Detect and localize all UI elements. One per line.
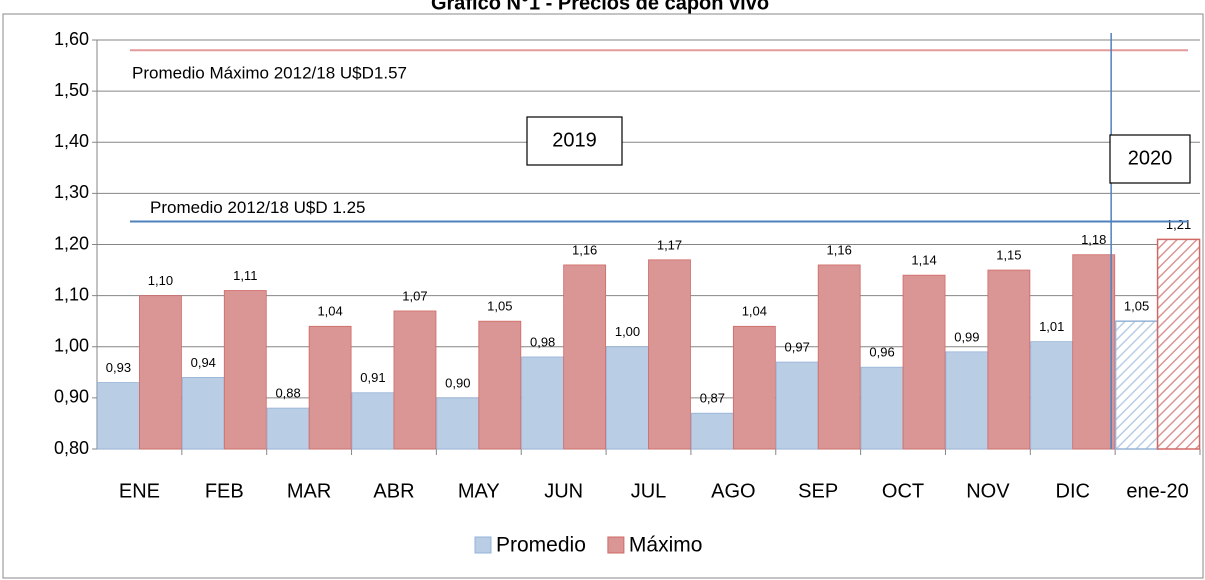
x-tick-label: JUN	[544, 480, 583, 502]
bar	[266, 407, 310, 450]
bar	[648, 259, 691, 450]
x-tick-label: FEB	[205, 480, 244, 502]
bar	[606, 346, 649, 450]
data-label: 1,00	[615, 324, 640, 339]
data-label: 0,97	[785, 340, 810, 355]
bar	[902, 274, 946, 450]
y-tick-label: 1,30	[54, 182, 89, 202]
x-tick-label: NOV	[966, 480, 1010, 502]
bar	[436, 397, 480, 450]
x-tick-label: OCT	[882, 480, 924, 502]
data-label: 1,16	[572, 242, 597, 257]
annotation-box	[526, 116, 623, 166]
x-tick-label: DIC	[1056, 480, 1090, 502]
data-label: 1,10	[148, 273, 173, 288]
data-label: 0,91	[360, 370, 385, 385]
chart-title: Gráfico N°1 - Precios de capón vivo	[431, 0, 769, 14]
data-label: 0,93	[106, 360, 131, 375]
y-tick-label: 1,10	[54, 284, 89, 304]
data-label: 1,11	[233, 268, 257, 283]
bar	[308, 325, 352, 450]
data-label: 1,17	[657, 237, 682, 252]
bar	[987, 269, 1031, 450]
x-tick-label: MAR	[287, 480, 331, 502]
y-tick-label: 1,40	[54, 131, 89, 151]
data-label: 1,15	[996, 248, 1021, 263]
bar	[1114, 320, 1159, 450]
bar	[181, 377, 225, 450]
y-tick-label: 1,00	[54, 336, 89, 356]
y-tick-label: 0,80	[54, 438, 89, 458]
reference-label: Promedio Máximo 2012/18 U$D1.57	[132, 64, 407, 83]
legend-swatch	[474, 536, 492, 554]
data-label: 1,04	[742, 304, 767, 319]
bar	[521, 356, 565, 450]
data-label: 1,18	[1081, 232, 1106, 247]
bar	[97, 382, 140, 450]
bar	[775, 361, 819, 450]
y-tick-label: 1,20	[54, 233, 89, 253]
data-label: 1,01	[1039, 319, 1064, 334]
data-label: 0,90	[445, 375, 470, 390]
x-tick-label: MAY	[458, 480, 500, 502]
bar	[690, 412, 734, 450]
data-label: 0,87	[700, 391, 725, 406]
bar	[1072, 254, 1116, 450]
data-label: 0,98	[530, 334, 555, 349]
bar	[860, 366, 904, 450]
bar	[478, 320, 522, 450]
data-label: 1,21	[1166, 217, 1191, 232]
x-tick-label: SEP	[798, 480, 838, 502]
bar	[563, 264, 607, 450]
data-label: 1,14	[911, 253, 936, 268]
data-label: 1,16	[827, 242, 852, 257]
annotation: 2020	[1128, 147, 1173, 169]
bar	[732, 325, 776, 450]
y-tick-label: 1,50	[54, 80, 89, 100]
x-tick-label: ABR	[373, 480, 414, 502]
data-label: 1,05	[1124, 299, 1149, 314]
x-tick-label: ene-20	[1126, 480, 1188, 502]
bar	[139, 295, 182, 450]
bar	[1156, 238, 1201, 450]
bar	[945, 351, 989, 450]
bar	[817, 264, 861, 450]
bar	[351, 392, 395, 450]
data-label: 1,05	[487, 299, 512, 314]
data-label: 0,88	[275, 386, 300, 401]
x-tick-label: JUL	[631, 480, 667, 502]
data-label: 0,94	[191, 355, 216, 370]
annotation-box	[1109, 134, 1191, 184]
legend-label: Promedio	[496, 534, 586, 557]
bar	[1030, 341, 1074, 450]
data-label: 0,99	[954, 329, 979, 344]
y-tick-label: 1,60	[54, 29, 89, 49]
bar	[393, 310, 437, 450]
data-label: 1,07	[402, 288, 427, 303]
data-label: 0,96	[869, 345, 894, 360]
y-tick-label: 0,90	[54, 387, 89, 407]
x-tick-label: ENE	[119, 480, 160, 502]
legend-swatch	[607, 536, 625, 554]
bar	[223, 290, 267, 450]
x-tick-label: AGO	[711, 480, 755, 502]
data-label: 1,04	[317, 304, 342, 319]
legend-label: Máximo	[629, 534, 703, 557]
reference-label: Promedio 2012/18 U$D 1.25	[150, 198, 365, 217]
annotation: 2019	[552, 129, 597, 151]
